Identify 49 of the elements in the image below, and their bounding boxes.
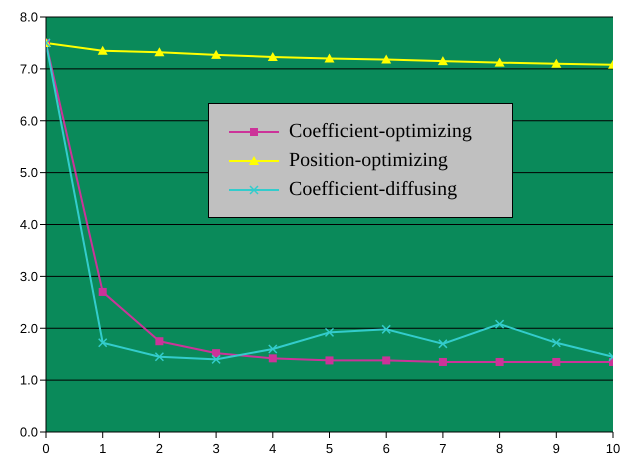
x-tick-label: 8 <box>496 441 504 456</box>
point <box>381 324 391 334</box>
point <box>438 56 448 66</box>
x-tick-label: 9 <box>552 441 560 456</box>
y-tick-label: 6.0 <box>20 113 38 128</box>
legend-label: Position-optimizing <box>289 149 448 172</box>
point <box>381 54 392 64</box>
point <box>155 337 164 346</box>
x-tick-label: 5 <box>326 441 334 456</box>
point <box>494 58 505 67</box>
point <box>324 54 334 62</box>
point <box>551 58 562 68</box>
x-tick-label: 2 <box>156 441 164 456</box>
x-tick-label: 3 <box>212 441 220 456</box>
point <box>326 356 334 364</box>
x-tick-label: 1 <box>99 441 106 456</box>
point <box>494 319 504 329</box>
point <box>496 358 504 366</box>
point <box>268 52 278 61</box>
y-tick-label: 7.0 <box>20 61 38 76</box>
y-tick-label: 2.0 <box>20 320 38 336</box>
x-tick-label: 6 <box>382 441 390 456</box>
point <box>438 339 448 349</box>
y-tick-label: 0.0 <box>20 424 38 440</box>
point <box>98 288 107 296</box>
point <box>382 356 390 364</box>
x-tick-label: 4 <box>269 441 276 456</box>
point <box>268 344 278 354</box>
legend-label: Coefficient-optimizing <box>289 120 472 143</box>
point <box>268 354 277 362</box>
y-tick-label: 1.0 <box>20 372 38 388</box>
y-tick-label: 3.0 <box>20 268 38 284</box>
point <box>211 354 221 364</box>
x-tick-label: 7 <box>439 441 447 456</box>
point <box>324 328 334 338</box>
point <box>98 338 108 348</box>
point <box>98 46 108 55</box>
point <box>154 47 164 56</box>
point <box>438 358 447 366</box>
point <box>552 358 560 366</box>
legend-label: Coefficient-diffusing <box>289 178 458 201</box>
y-tick-label: 8.0 <box>20 10 38 25</box>
point <box>154 352 164 362</box>
point <box>211 50 222 59</box>
x-tick-label: 0 <box>42 441 50 456</box>
y-tick-label: 5.0 <box>20 165 38 180</box>
x-tick-label: 10 <box>606 441 620 456</box>
y-tick-label: 4.0 <box>20 217 38 232</box>
point <box>552 338 562 348</box>
